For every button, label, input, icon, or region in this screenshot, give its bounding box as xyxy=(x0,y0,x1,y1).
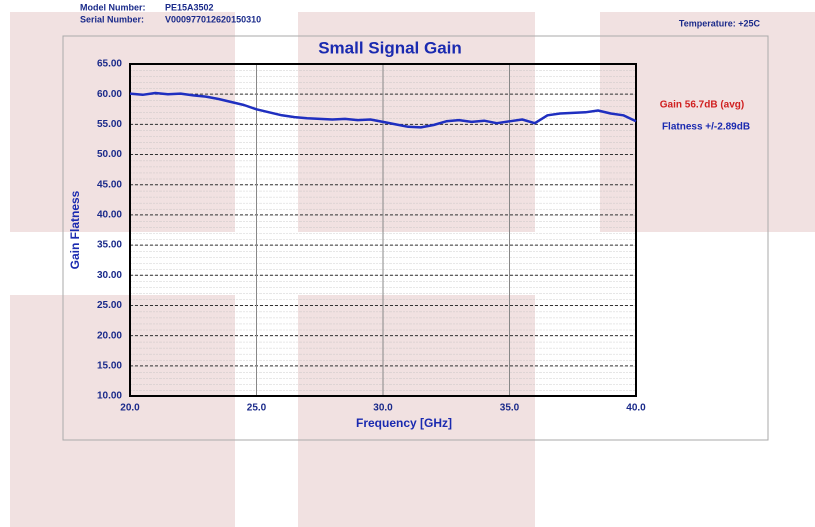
y-tick-label: 40.00 xyxy=(97,210,122,221)
y-axis-label: Gain Flatness xyxy=(68,190,82,269)
frame xyxy=(62,35,769,441)
x-tick-label: 35.0 xyxy=(500,403,520,414)
serial-label: Serial Number: xyxy=(80,14,144,24)
y-tick-label: 20.00 xyxy=(97,330,122,341)
y-tick-label: 35.00 xyxy=(97,240,122,251)
y-tick-label: 60.00 xyxy=(97,89,122,100)
y-tick-label: 15.00 xyxy=(97,360,122,371)
temperature: Temperature: +25C xyxy=(679,18,761,28)
y-tick-label: 65.00 xyxy=(97,59,122,70)
x-tick-label: 25.0 xyxy=(247,403,267,414)
x-tick-label: 30.0 xyxy=(373,403,393,414)
serial-number: V000977012620150310 xyxy=(165,14,261,24)
plot-border xyxy=(129,63,637,397)
annotation: Gain 56.7dB (avg) xyxy=(660,100,744,111)
y-tick-label: 55.00 xyxy=(97,119,122,130)
x-tick-label: 40.0 xyxy=(626,403,646,414)
x-axis-label: Frequency [GHz] xyxy=(356,416,452,430)
y-tick-label: 50.00 xyxy=(97,149,122,160)
y-tick-label: 30.00 xyxy=(97,270,122,281)
y-tick-label: 10.00 xyxy=(97,391,122,402)
gain-line xyxy=(129,91,637,129)
model-label: Model Number: xyxy=(80,2,146,12)
y-tick-label: 25.00 xyxy=(97,300,122,311)
x-tick-label: 20.0 xyxy=(120,403,140,414)
chart-title: Small Signal Gain xyxy=(318,38,462,57)
annotation: Flatness +/-2.89dB xyxy=(662,122,750,133)
y-tick-label: 45.00 xyxy=(97,179,122,190)
model-number: PE15A3502 xyxy=(165,2,214,12)
